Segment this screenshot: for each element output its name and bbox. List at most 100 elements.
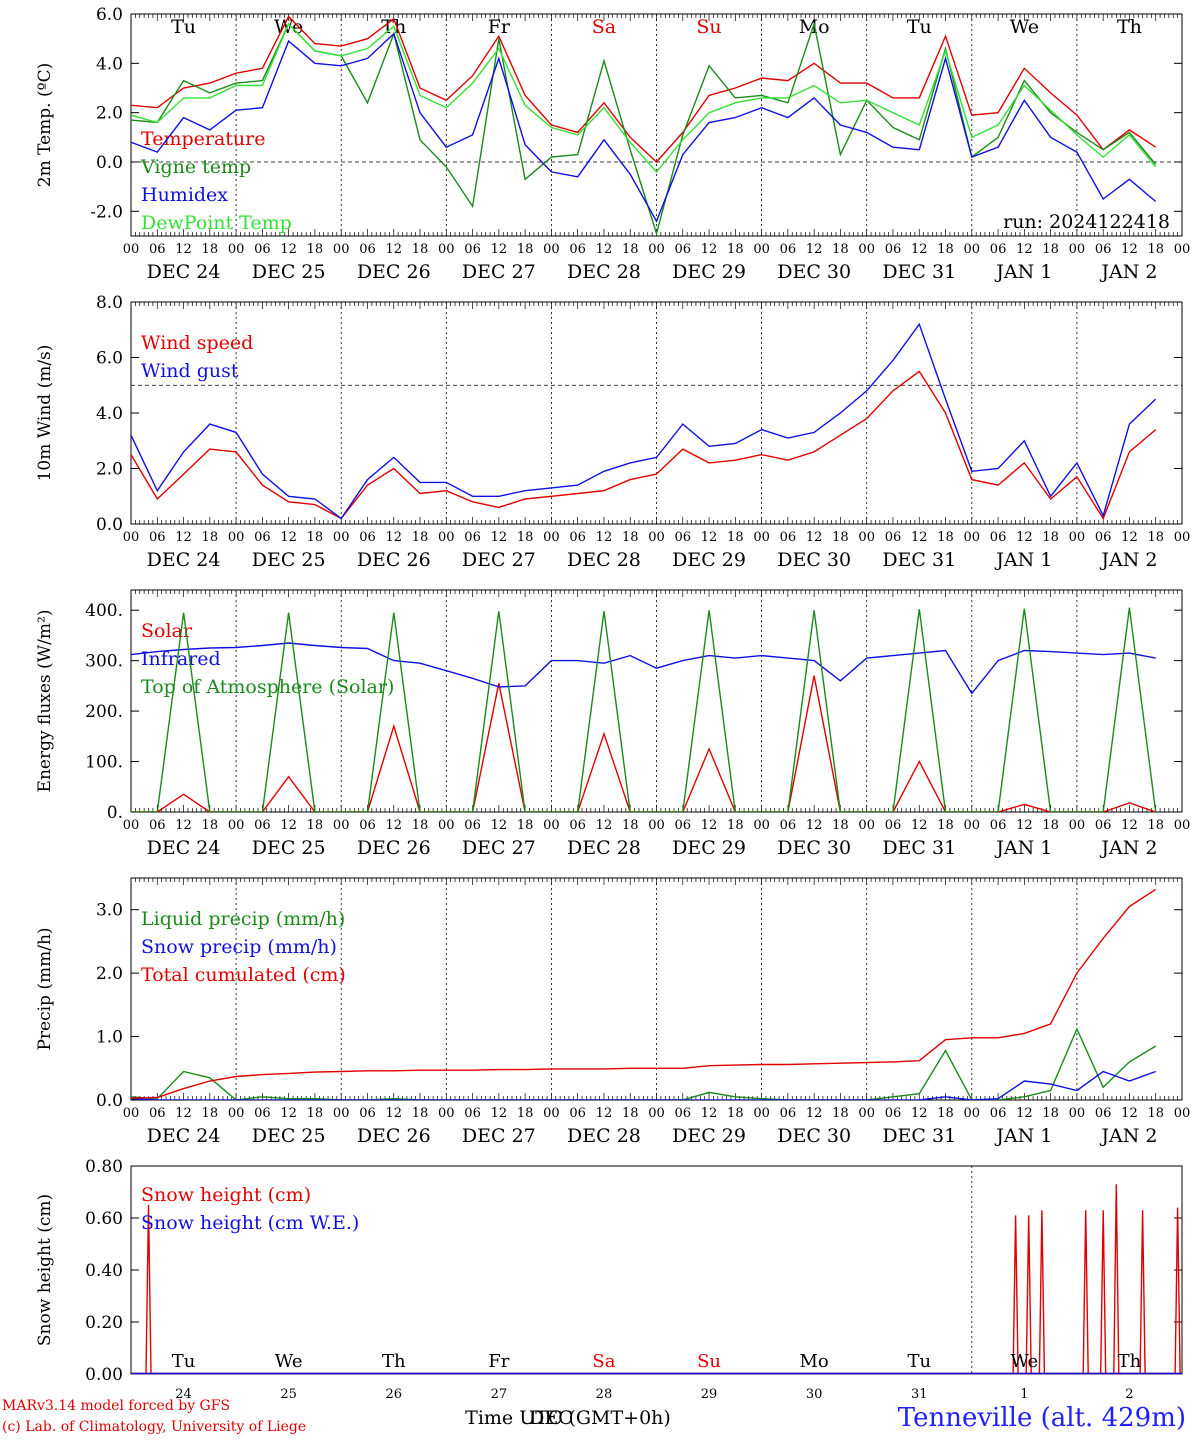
hour-tick-label: 06 [359,818,376,833]
hour-tick-label: 00 [438,530,455,545]
hour-tick-label: 06 [254,530,271,545]
series-line-liquid-precip-mm-h- [131,1027,1157,1100]
hour-tick-label: 12 [701,818,718,833]
hour-tick-label: 12 [491,242,508,257]
weekday-label: We [1010,16,1039,38]
hour-tick-label: 00 [228,530,245,545]
hour-tick-label: 06 [359,1106,376,1121]
day-number-label: 26 [385,1387,402,1402]
weekday-label: Fr [488,1351,509,1372]
hour-tick-label: 06 [675,530,692,545]
hour-tick-label: 12 [701,530,718,545]
legend-entry: Vigne temp [140,156,251,178]
day-label: DEC 24 [147,1125,221,1147]
hour-tick-label: 18 [832,242,849,257]
hour-tick-label: 06 [149,242,166,257]
hour-tick-label: 12 [911,1106,928,1121]
weekday-label: Th [1118,1351,1142,1372]
day-label: JAN 1 [994,549,1052,571]
y-tick-label: 3.0 [96,901,123,921]
hour-tick-label: 12 [911,242,928,257]
hour-tick-label: 12 [911,818,928,833]
y-tick-label: 0.20 [85,1313,123,1333]
y-tick-label: 400. [85,601,123,621]
hour-tick-label: 06 [1095,818,1112,833]
hour-tick-label: 00 [858,530,875,545]
day-number-label: 27 [491,1387,508,1402]
hour-tick-label: 06 [359,530,376,545]
series-line-temperature [131,15,1157,164]
hour-tick-label: 18 [307,242,324,257]
hour-tick-label: 00 [753,818,770,833]
weekday-label: Tu [171,16,196,38]
hour-tick-label: 12 [701,1106,718,1121]
hour-tick-label: 06 [990,530,1007,545]
y-tick-label: 0.0 [96,515,123,535]
station-title: Tenneville (alt. 429m) [897,1403,1186,1433]
hour-tick-label: 18 [307,818,324,833]
hour-tick-label: 06 [885,1106,902,1121]
hour-tick-label: 12 [1121,1106,1138,1121]
hour-tick-label: 18 [1042,818,1059,833]
hour-tick-label: 12 [385,530,402,545]
hour-tick-label: 06 [149,1106,166,1121]
y-tick-label: 6.0 [96,5,123,25]
day-label: DEC 27 [462,1125,536,1147]
hour-tick-label: 18 [412,1106,429,1121]
day-label: DEC 24 [147,549,221,571]
hour-tick-label: 18 [1147,1106,1164,1121]
hour-tick-label: 18 [832,1106,849,1121]
y-axis-title: Energy fluxes (W/m²) [35,610,55,793]
snow-spike [1139,1210,1146,1375]
day-label: DEC 25 [252,261,326,283]
snow-spike [1113,1184,1120,1375]
y-tick-label: 4.0 [96,54,123,74]
hour-tick-label: 06 [254,242,271,257]
day-label: DEC 28 [567,261,641,283]
hour-tick-label: 00 [123,818,140,833]
hour-tick-label: 00 [1069,242,1086,257]
hour-tick-label: 12 [280,242,297,257]
hour-tick-label: 18 [1042,242,1059,257]
hour-tick-label: 18 [622,1106,639,1121]
hour-tick-label: 06 [569,1106,586,1121]
weekday-label: Tu [172,1351,196,1372]
hour-tick-label: 06 [464,1106,481,1121]
series-line-humidex [131,32,1157,223]
legend-entry: Wind gust [141,360,239,382]
hour-tick-label: 12 [1016,242,1033,257]
hour-tick-label: 06 [990,818,1007,833]
lab-credit: (c) Lab. of Climatology, University of L… [2,1419,307,1435]
day-label: DEC 25 [252,1125,326,1147]
y-tick-label: 2.0 [96,964,123,984]
y-tick-label: 200. [85,702,123,722]
hour-tick-label: 12 [175,1106,192,1121]
hour-tick-label: 18 [727,242,744,257]
hour-tick-label: 18 [937,530,954,545]
weekday-label: Su [696,16,721,38]
y-tick-label: 0.80 [85,1157,123,1177]
hour-tick-label: 06 [464,530,481,545]
hour-tick-label: 00 [228,818,245,833]
day-label: DEC 30 [777,549,851,571]
day-label: DEC 30 [777,261,851,283]
y-tick-label: -2.0 [90,202,123,222]
hour-tick-label: 18 [727,1106,744,1121]
y-axis-title: Snow height (cm) [35,1194,55,1346]
hour-tick-label: 12 [806,530,823,545]
hour-tick-label: 06 [464,818,481,833]
hour-tick-label: 06 [254,1106,271,1121]
hour-tick-label: 18 [202,818,219,833]
y-tick-label: 1.0 [96,1028,123,1048]
hour-tick-label: 18 [1042,1106,1059,1121]
hour-tick-label: 12 [280,530,297,545]
hour-tick-label: 18 [622,242,639,257]
x-axis-overlay-label: DEC [529,1407,573,1429]
hour-tick-label: 12 [596,1106,613,1121]
hour-tick-label: 18 [202,530,219,545]
day-label: DEC 24 [147,261,221,283]
hour-tick-label: 12 [1016,818,1033,833]
hour-tick-label: 00 [333,530,350,545]
hour-tick-label: 06 [675,1106,692,1121]
hour-tick-label: 12 [806,1106,823,1121]
